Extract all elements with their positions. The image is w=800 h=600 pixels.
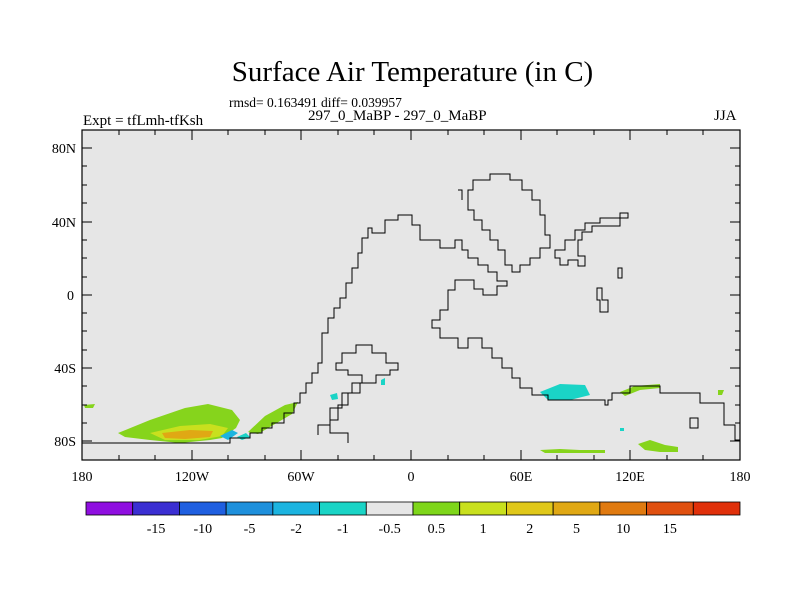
colorbar-label: -1 bbox=[337, 522, 349, 537]
anomaly-region bbox=[248, 402, 298, 434]
anomaly-region bbox=[220, 430, 238, 440]
anomaly-region bbox=[330, 393, 338, 400]
coastline bbox=[317, 344, 399, 443]
longitude-labels: 180 120W 60W 0 60E 120E 180 bbox=[72, 470, 751, 485]
anomaly-region bbox=[540, 449, 605, 453]
lat-label: 40S bbox=[54, 362, 76, 377]
coastline bbox=[554, 212, 629, 267]
season-label: JJA bbox=[714, 108, 737, 124]
latitude-labels: 80N 40N 0 40S 80S bbox=[52, 142, 76, 450]
anomaly-region bbox=[540, 384, 590, 400]
colorbar-label: 15 bbox=[663, 522, 677, 537]
colorbar-swatch bbox=[552, 501, 601, 516]
colorbar-label: 1 bbox=[480, 522, 487, 537]
case-label: 297_0_MaBP - 297_0_MaBP bbox=[308, 108, 487, 124]
colorbar-swatch bbox=[319, 501, 367, 516]
lon-label: 120W bbox=[175, 470, 210, 485]
colorbar-swatch bbox=[599, 501, 647, 516]
anomaly-region bbox=[381, 378, 385, 385]
colorbar-swatch bbox=[85, 501, 134, 516]
coastline bbox=[689, 417, 699, 429]
lon-label: 60W bbox=[287, 470, 315, 485]
colorbar-label: -15 bbox=[147, 522, 166, 537]
coastline bbox=[82, 214, 740, 444]
axis-ticks bbox=[82, 130, 740, 460]
lon-label: 120E bbox=[615, 470, 645, 485]
colorbar-swatch bbox=[692, 501, 741, 516]
coastlines bbox=[82, 173, 740, 444]
anomaly-region bbox=[638, 440, 678, 452]
lat-label: 40N bbox=[52, 216, 76, 231]
anomaly-region bbox=[162, 430, 213, 439]
lon-label: 180 bbox=[72, 470, 93, 485]
colorbar-label: -5 bbox=[244, 522, 256, 537]
lon-label: 0 bbox=[408, 470, 415, 485]
experiment-label: Expt = tfLmh-tfKsh bbox=[83, 113, 204, 129]
colorbar-swatch bbox=[506, 501, 554, 516]
colorbar-swatch bbox=[179, 501, 227, 516]
coastline bbox=[617, 267, 623, 279]
colorbar-label: -0.5 bbox=[379, 522, 401, 537]
colorbar-swatch bbox=[646, 501, 694, 516]
lat-label: 0 bbox=[67, 289, 74, 304]
colorbar-swatch bbox=[272, 501, 320, 516]
coastline bbox=[596, 287, 609, 313]
colorbar-labels: -15 -10 -5 -2 -1 -0.5 0.5 1 2 5 10 15 bbox=[147, 522, 677, 537]
colorbar-label: 5 bbox=[573, 522, 580, 537]
coastline bbox=[467, 173, 551, 273]
colorbar-label: -10 bbox=[193, 522, 212, 537]
colorbar-swatch bbox=[412, 501, 461, 516]
colorbar-swatch bbox=[132, 501, 180, 516]
lon-label: 60E bbox=[510, 470, 533, 485]
lat-label: 80S bbox=[54, 435, 76, 450]
colorbar-label: 10 bbox=[616, 522, 630, 537]
lat-label: 80N bbox=[52, 142, 76, 157]
stats-line: rmsd= 0.163491 diff= 0.039957 bbox=[229, 95, 402, 110]
lon-label: 180 bbox=[730, 470, 751, 485]
colorbar-label: 2 bbox=[526, 522, 533, 537]
map-background bbox=[82, 130, 740, 460]
anomaly-region bbox=[620, 428, 624, 431]
colorbar-swatch bbox=[365, 501, 414, 516]
plot-title: Surface Air Temperature (in C) bbox=[231, 56, 594, 88]
colorbar-label: 0.5 bbox=[428, 522, 446, 537]
anomaly-region bbox=[718, 390, 724, 395]
colorbar-label: -2 bbox=[290, 522, 302, 537]
coastline bbox=[458, 189, 463, 200]
anomaly-fills bbox=[84, 378, 724, 453]
colorbar-swatch bbox=[225, 501, 274, 516]
colorbar bbox=[85, 501, 741, 516]
colorbar-swatch bbox=[459, 501, 507, 516]
